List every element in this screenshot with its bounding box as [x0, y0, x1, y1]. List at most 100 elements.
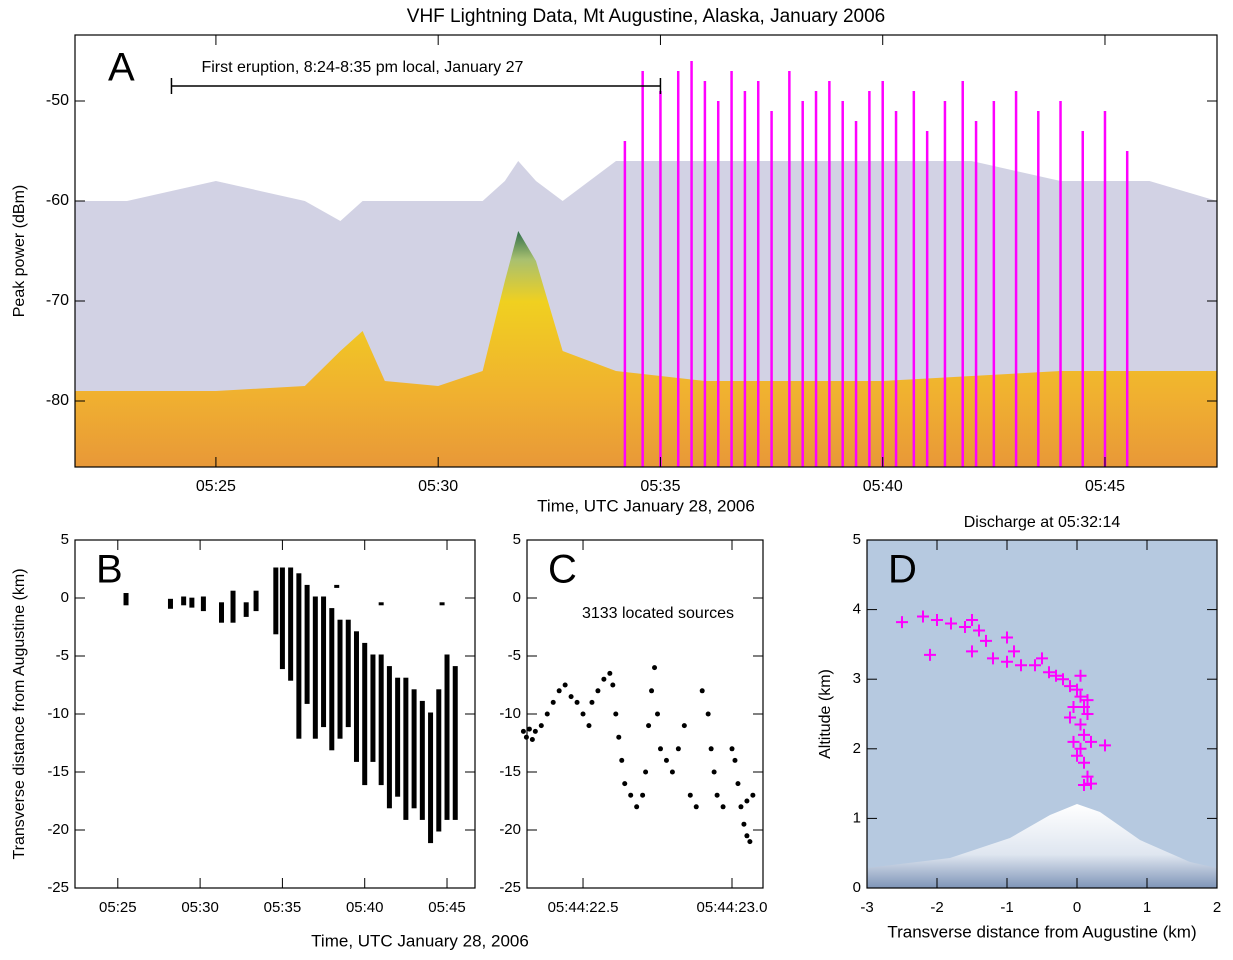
x-tick-label: 05:44:22.5	[548, 899, 619, 916]
point	[634, 804, 640, 810]
point	[1081, 708, 1094, 720]
panel-label: D	[888, 548, 917, 592]
point	[652, 665, 658, 671]
range	[334, 584, 340, 588]
range	[288, 567, 294, 681]
point	[720, 804, 726, 810]
point	[640, 792, 646, 798]
y-tick-label: -80	[46, 392, 69, 409]
point	[568, 694, 574, 700]
x-tick-label: 2	[1213, 899, 1221, 916]
range	[370, 654, 376, 762]
range	[321, 596, 327, 728]
point	[708, 746, 714, 752]
range	[428, 712, 434, 844]
point	[959, 621, 971, 633]
point	[628, 792, 634, 798]
point	[544, 711, 550, 717]
point	[711, 769, 717, 775]
y-tick-label: 4	[853, 601, 861, 618]
x-tick-label: -3	[860, 899, 873, 916]
range	[312, 596, 318, 739]
y-tick-label: -25	[47, 879, 69, 896]
axes-frame	[866, 539, 1218, 889]
x-tick-label: 05:40	[863, 478, 903, 495]
y-axis-label: Peak power (dBm)	[11, 185, 28, 318]
point	[622, 781, 628, 787]
point	[595, 688, 601, 694]
x-tick-label: -2	[930, 899, 943, 916]
point	[1036, 652, 1048, 665]
point	[732, 757, 738, 763]
range	[181, 596, 187, 606]
y-tick-label: 5	[513, 531, 521, 548]
point	[538, 723, 544, 729]
y-tick-label: -15	[499, 763, 521, 780]
point	[750, 792, 756, 798]
range	[304, 584, 310, 704]
point	[589, 699, 595, 705]
point	[574, 699, 580, 705]
point	[1050, 669, 1062, 682]
chart-title: Discharge at 05:32:14	[964, 514, 1121, 531]
point	[966, 645, 978, 658]
point	[607, 670, 613, 676]
x-tick-label: -1	[1000, 899, 1013, 916]
annotation: First eruption, 8:24-8:35 pm local, Janu…	[201, 59, 523, 76]
point	[1001, 631, 1013, 644]
point	[1074, 690, 1087, 703]
y-tick-label: 0	[61, 589, 69, 606]
point	[705, 711, 711, 717]
point	[687, 792, 693, 798]
y-tick-label: -70	[46, 292, 69, 309]
range	[296, 573, 302, 739]
point	[1099, 739, 1111, 752]
range	[200, 596, 206, 612]
x-axis-label: Time, UTC January 28, 2006	[537, 496, 755, 515]
y-tick-label: 1	[853, 809, 861, 826]
point	[917, 610, 929, 623]
x-tick-label: 05:45	[428, 899, 466, 916]
y-tick-label: 0	[853, 879, 861, 896]
x-tick-label: 05:35	[640, 478, 680, 495]
panel-label: C	[548, 548, 577, 592]
y-tick-label: -20	[47, 821, 69, 838]
point	[532, 728, 538, 734]
point	[610, 682, 616, 688]
point	[1078, 728, 1090, 741]
point	[741, 821, 747, 827]
point	[729, 746, 735, 752]
y-tick-label: -5	[508, 647, 521, 664]
point	[586, 723, 592, 729]
range	[362, 642, 368, 786]
range	[452, 666, 458, 820]
chart-title: VHF Lightning Data, Mt Augustine, Alaska…	[407, 6, 885, 27]
range	[419, 700, 425, 820]
point	[643, 769, 649, 775]
point	[735, 781, 741, 787]
point	[556, 688, 562, 694]
point	[1043, 666, 1055, 679]
y-tick-label: -50	[46, 92, 69, 109]
range	[439, 602, 445, 606]
area	[75, 231, 1217, 467]
point	[744, 798, 750, 804]
x-tick-label: 0	[1073, 899, 1081, 916]
range	[436, 689, 442, 832]
point	[1064, 711, 1076, 724]
range	[167, 598, 173, 609]
point	[1085, 777, 1097, 790]
point	[619, 757, 625, 763]
point	[1057, 673, 1069, 686]
point	[714, 792, 720, 798]
y-tick-label: 5	[61, 531, 69, 548]
x-axis-label: Transverse distance from Augustine (km)	[887, 922, 1196, 941]
x-tick-label: 05:25	[99, 899, 137, 916]
point	[1071, 749, 1083, 762]
range	[230, 590, 236, 623]
point	[1074, 742, 1087, 755]
point	[649, 688, 655, 694]
point	[657, 746, 663, 752]
range	[411, 689, 417, 809]
